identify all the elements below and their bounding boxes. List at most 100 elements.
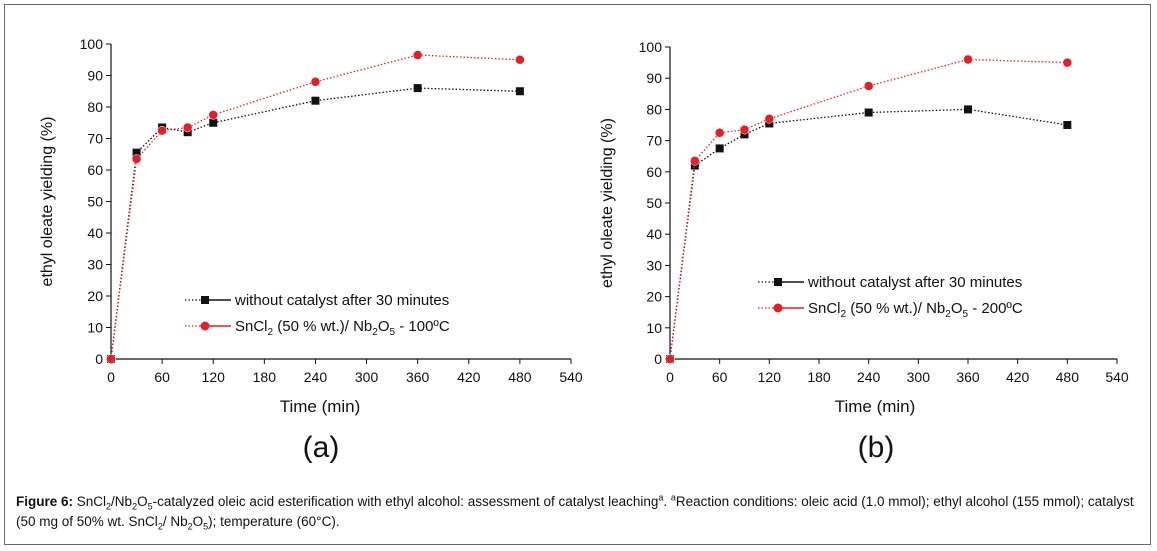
data-point <box>665 354 675 364</box>
y-tick-label: 50 <box>87 194 103 210</box>
caption-subscript: 2 <box>157 521 163 532</box>
legend-label-subscript: 2 <box>268 327 274 338</box>
y-axis-label: ethyl oleate yielding (%) <box>599 118 616 288</box>
y-tick-label: 100 <box>80 36 104 52</box>
legend-label-part: - 200ºC <box>968 300 1023 317</box>
figure-frame <box>4 4 1151 545</box>
y-tick-label: 30 <box>87 257 103 273</box>
y-tick-label: 20 <box>646 289 662 305</box>
y-tick-label: 80 <box>87 99 103 115</box>
data-point <box>310 77 321 87</box>
chart-b: 0 10 20 30 40 50 60 70 80 90 100 0 60 120 180 240 300 360… <box>599 39 1129 464</box>
y-tick-label: 40 <box>87 225 103 241</box>
x-tick-label: 540 <box>1105 369 1129 385</box>
legend-label-subscript: 2 <box>841 309 847 320</box>
x-tick-label: 0 <box>666 369 674 385</box>
caption-text: /Nb <box>111 494 133 509</box>
data-point <box>182 122 193 133</box>
legend-label: SnCl2 (50 % wt.)/ Nb2O5 - 200ºC <box>808 300 1023 320</box>
chart-a: 0 10 20 30 40 50 60 70 80 90 100 0 60 120 180 240 300 360… <box>39 36 583 464</box>
caption-superscript: a <box>658 492 664 503</box>
x-tick-label: 540 <box>559 369 583 385</box>
data-point <box>515 55 525 65</box>
data-point <box>1063 121 1072 129</box>
data-point <box>1062 57 1073 68</box>
x-tick-label: 240 <box>857 369 881 385</box>
y-tick-label: 100 <box>639 39 663 55</box>
x-tick-label: 180 <box>253 369 277 385</box>
panel-label: (a) <box>303 431 340 464</box>
x-tick-label: 60 <box>712 369 728 385</box>
y-tick-label: 70 <box>646 133 662 149</box>
panel-label: (b) <box>858 431 895 464</box>
caption-subscript: 2 <box>106 501 112 512</box>
data-point <box>963 54 973 65</box>
x-tick-label: 420 <box>457 369 481 385</box>
x-tick-label: 480 <box>508 369 532 385</box>
x-tick-label: 120 <box>202 369 226 385</box>
y-tick-label: 70 <box>87 131 103 147</box>
data-point <box>690 156 700 166</box>
x-tick-label: 420 <box>1006 369 1030 385</box>
x-axis-label: Time (min) <box>835 397 916 416</box>
data-point <box>209 118 218 127</box>
x-tick-label: 120 <box>758 369 782 385</box>
series-line-without-catalyst <box>669 108 1068 360</box>
data-point <box>311 96 320 105</box>
data-point <box>864 108 873 117</box>
series-line-without-catalyst <box>110 87 520 360</box>
data-point <box>132 148 141 157</box>
legend-marker <box>774 278 782 286</box>
caption-subscript: 5 <box>147 501 153 512</box>
series-line-sncl2-catalyst <box>110 54 520 360</box>
y-tick-label: 60 <box>646 164 662 180</box>
x-tick-label: 480 <box>1056 369 1080 385</box>
caption-text: -catalyzed oleic acid esterification wit… <box>152 494 659 509</box>
x-tick-label: 360 <box>406 369 430 385</box>
data-point <box>515 87 524 96</box>
y-tick-label: 90 <box>646 70 662 86</box>
legend-label: without catalyst after 30 minutes <box>807 274 1022 291</box>
data-point <box>106 354 116 364</box>
y-tick-label: 0 <box>654 351 662 367</box>
data-point <box>715 144 724 153</box>
caption-text: O <box>192 514 204 529</box>
y-axis-label: ethyl oleate yielding (%) <box>39 117 56 287</box>
x-tick-label: 240 <box>304 369 328 385</box>
y-tick-label: 50 <box>646 195 662 211</box>
legend-label-part: (50 % wt.)/ Nb <box>273 318 372 335</box>
y-tick-label: 40 <box>646 226 662 242</box>
x-tick-label: 360 <box>956 369 980 385</box>
legend-label-subscript: 2 <box>945 309 951 320</box>
data-point <box>964 105 972 114</box>
data-point <box>131 154 142 164</box>
caption-text: Reaction conditions: oleic acid (1.0 mmo… <box>16 494 1134 529</box>
y-tick-label: 10 <box>87 320 103 336</box>
y-tick-label: 30 <box>646 257 662 273</box>
legend-marker <box>200 321 210 331</box>
caption-subscript: 5 <box>203 521 209 532</box>
y-tick-label: 20 <box>87 288 103 304</box>
caption-text: SnCl <box>73 494 107 509</box>
y-tick-label: 80 <box>646 101 662 117</box>
y-tick-label: 10 <box>646 320 662 336</box>
legend-marker <box>773 303 783 313</box>
legend-label-part: - 100ºC <box>395 318 450 335</box>
legend-label-part: O <box>951 300 963 317</box>
legend-marker <box>201 296 209 304</box>
legend-label-subscript: 5 <box>390 327 396 338</box>
caption-subscript: 2 <box>187 521 193 532</box>
data-point <box>208 110 218 120</box>
caption-text: / Nb <box>162 514 188 529</box>
x-axis-label: Time (min) <box>280 397 361 416</box>
caption-text: ); temperature (60°C). <box>208 514 340 529</box>
legend: without catalyst after 30 minutes SnCl2 (… <box>758 274 1023 320</box>
y-tick-label: 90 <box>87 68 103 84</box>
x-tick-label: 60 <box>154 369 170 385</box>
caption-superscript: a <box>670 492 676 503</box>
legend-label-part: (50 % wt.)/ Nb <box>846 300 945 317</box>
legend-label-part: O <box>378 318 390 335</box>
data-point <box>739 124 750 135</box>
x-tick-label: 0 <box>107 369 115 385</box>
